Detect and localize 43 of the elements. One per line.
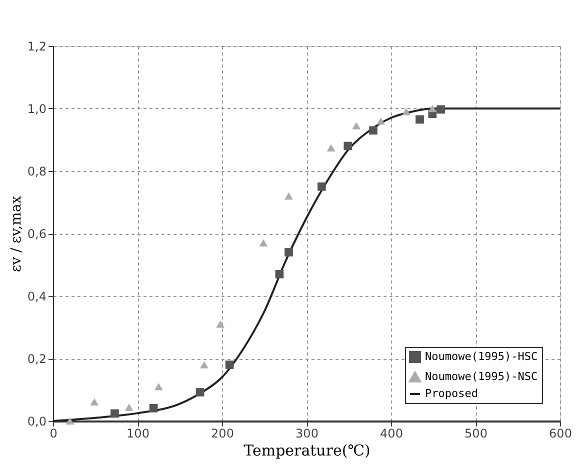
x-tick-label: 200 (211, 426, 234, 440)
point (284, 192, 293, 200)
x-tick-label: 0 (50, 426, 58, 440)
point (416, 115, 424, 124)
point (369, 126, 378, 135)
x-tick-label: 600 (549, 426, 572, 440)
y-tick-label: 0,8 (27, 164, 46, 178)
y-tick-label: 1,0 (27, 102, 46, 116)
point (154, 383, 163, 390)
point (275, 270, 284, 278)
y-tick-label: 0,6 (27, 227, 46, 241)
point (216, 320, 224, 328)
point (284, 248, 293, 256)
x-tick-label: 500 (464, 426, 488, 440)
point (428, 104, 437, 112)
point (344, 142, 352, 150)
point (124, 404, 134, 411)
point (259, 239, 268, 246)
x-axis-title: Temperature(℃) (244, 442, 370, 460)
point (326, 144, 336, 152)
y-axis-title: εv / εv,max (8, 196, 24, 272)
y-tick-label: 1,2 (27, 40, 46, 54)
y-tick-label: 0,4 (27, 290, 46, 304)
x-tick-label: 100 (126, 426, 150, 440)
point (200, 361, 208, 368)
x-tick-label: 300 (296, 426, 318, 440)
x-tick-label: 400 (380, 426, 403, 440)
point (352, 122, 361, 130)
point (149, 404, 158, 412)
point (90, 398, 99, 406)
point (318, 182, 326, 191)
legend-label: Noumowe(1995)-HSC (425, 350, 538, 363)
y-tick-label: 0,2 (27, 352, 46, 366)
legend-label: Proposed (425, 387, 478, 400)
point (225, 360, 234, 369)
point (110, 409, 119, 418)
point (402, 108, 410, 116)
point (436, 105, 446, 114)
point (66, 417, 74, 425)
legend-label: Noumowe(1995)-NSC (425, 370, 538, 383)
y-tick-label: 0,0 (27, 414, 46, 428)
point (196, 388, 204, 396)
point (376, 117, 386, 125)
